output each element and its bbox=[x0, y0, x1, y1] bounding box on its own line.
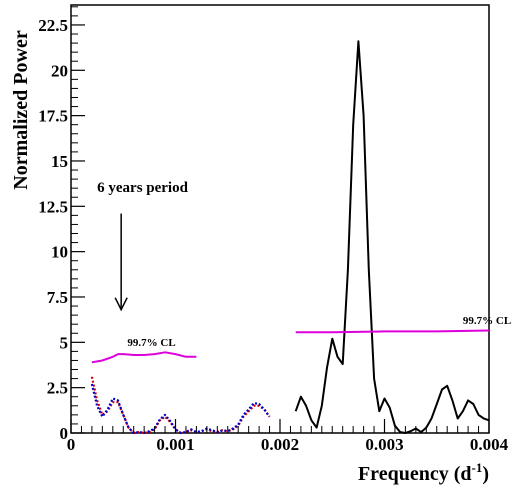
arrow-head bbox=[114, 297, 128, 312]
annotation-six-years: 6 years period bbox=[97, 180, 188, 196]
x-tick-label: 0 bbox=[67, 435, 76, 454]
ticks-layer: 0 2.5 5 7.5 10 12.5 15 17.5 20 22.5 0 0.001 0.002 0.0… bbox=[38, 6, 509, 454]
x-tick-label: 0.004 bbox=[470, 435, 509, 454]
y-tick-label: 5 bbox=[60, 333, 69, 352]
x-axis-title-sup: -1 bbox=[471, 460, 482, 475]
y-tick-label: 20 bbox=[51, 61, 68, 80]
y-tick-label: 0 bbox=[60, 424, 69, 443]
cl-line-right bbox=[295, 329, 490, 334]
y-tick-label: 7.5 bbox=[47, 288, 68, 307]
x-axis-title-close: ) bbox=[482, 463, 489, 485]
y-tick-label: 12.5 bbox=[38, 197, 68, 216]
series-layer bbox=[90, 40, 490, 435]
x-tick-label: 0.001 bbox=[156, 435, 194, 454]
y-tick-label: 22.5 bbox=[38, 16, 68, 35]
y-tick-label: 15 bbox=[51, 152, 68, 171]
annotation-layer: 6 years period 99.7% CL 99.7% CL bbox=[97, 180, 511, 349]
power-spectrum-line bbox=[294, 40, 490, 434]
x-axis-title-main: Frequency (d bbox=[358, 463, 472, 485]
y-axis-title: Normalized Power bbox=[10, 30, 32, 190]
y-tick-label: 17.5 bbox=[38, 107, 68, 126]
y-tick-label: 10 bbox=[51, 243, 68, 262]
annotation-cl-left: 99.7% CL bbox=[127, 337, 175, 349]
x-axis-title: Frequency (d-1) bbox=[358, 460, 489, 485]
blue-dotted-line bbox=[90, 383, 271, 435]
x-tick-label: 0.002 bbox=[261, 435, 299, 454]
plot-frame bbox=[70, 4, 490, 434]
plot-border bbox=[70, 4, 490, 434]
annotation-cl-right: 99.7% CL bbox=[463, 315, 511, 327]
y-tick-label: 2.5 bbox=[47, 379, 68, 398]
cl-line-left bbox=[91, 351, 197, 364]
x-tick-label: 0.003 bbox=[365, 435, 403, 454]
